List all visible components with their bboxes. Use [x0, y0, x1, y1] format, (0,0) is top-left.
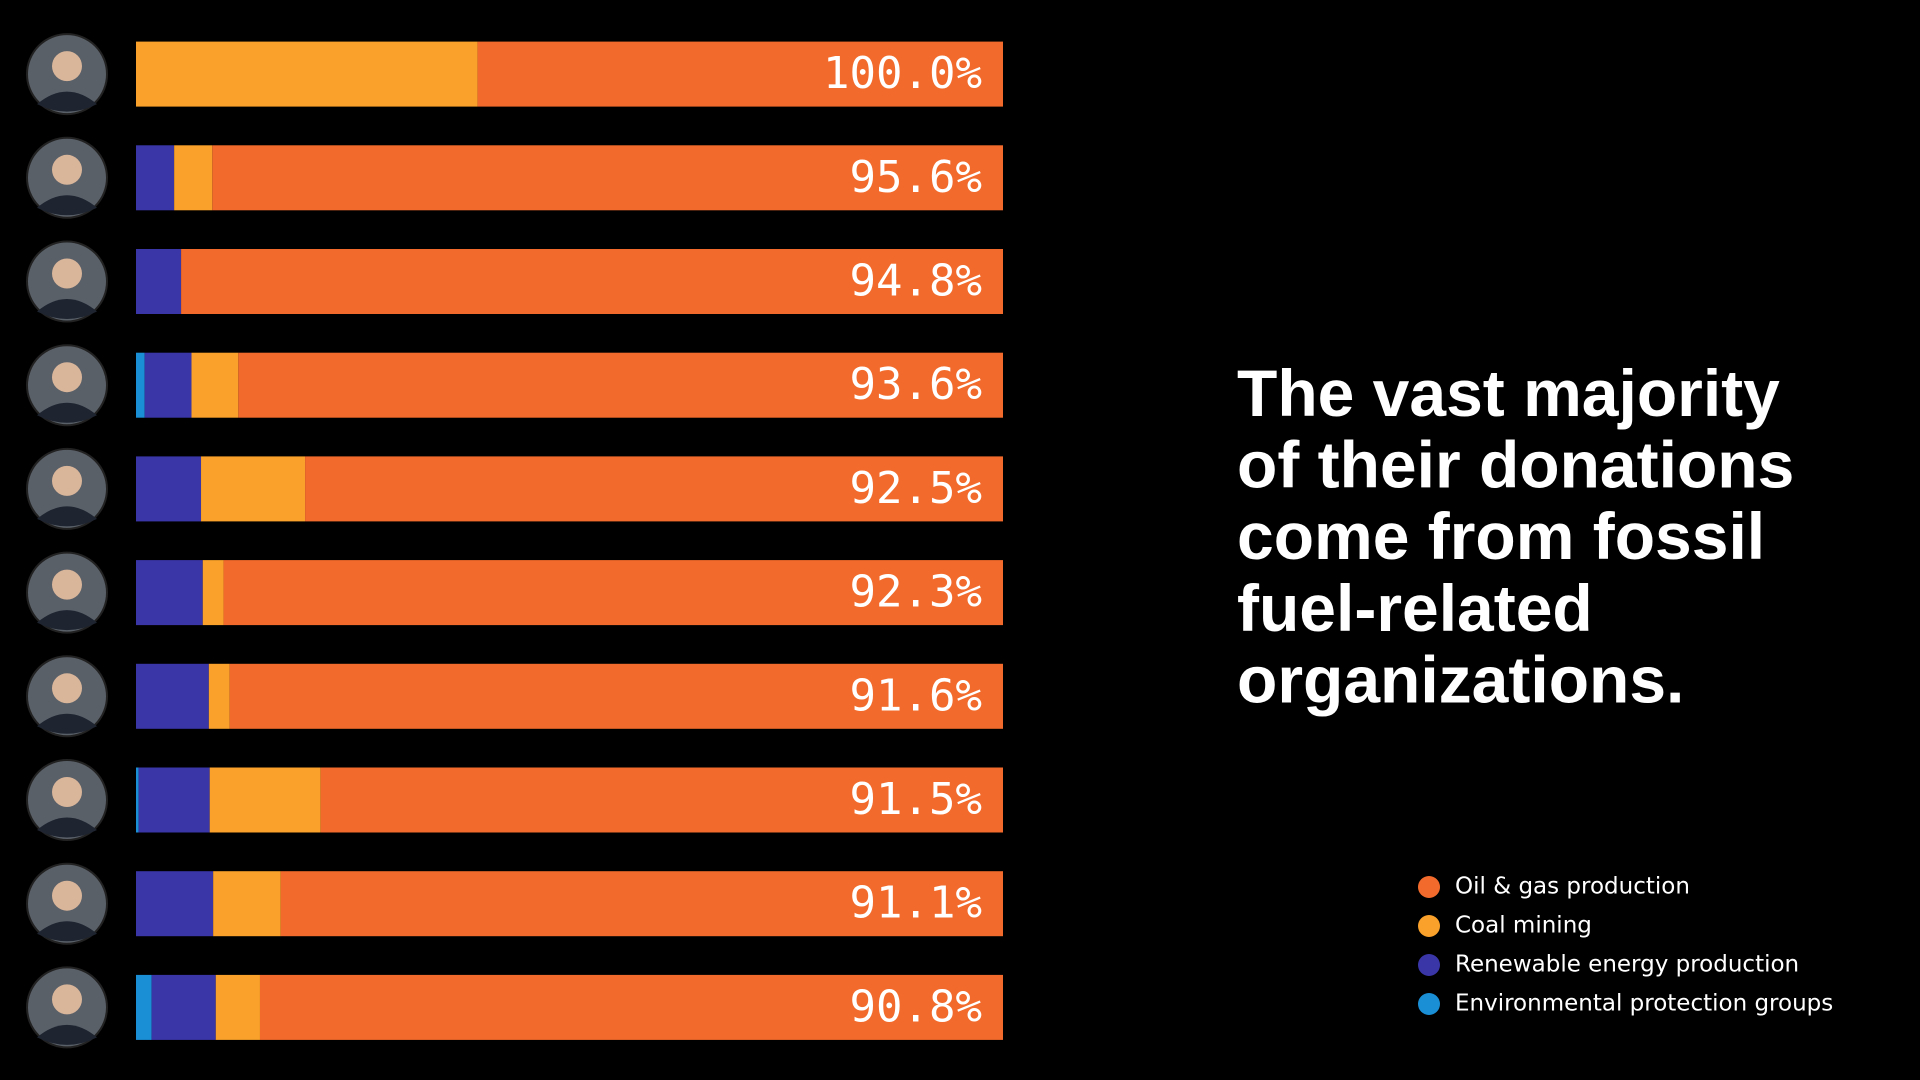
- portrait: [26, 759, 108, 841]
- bar-segment: [136, 663, 209, 729]
- portrait-head: [52, 465, 82, 496]
- bar-segment: [223, 560, 1003, 626]
- legend-dot: [1418, 993, 1440, 1015]
- portrait-body: [37, 402, 97, 423]
- legend-label: Oil & gas production: [1455, 874, 1690, 900]
- bar-segment: [229, 663, 1004, 729]
- portrait-head: [52, 569, 82, 600]
- bar-segment: [215, 974, 260, 1040]
- portrait-head: [52, 777, 82, 807]
- legend-dot: [1418, 915, 1440, 937]
- bar-segment: [238, 352, 1003, 418]
- portrait: [26, 447, 108, 530]
- bar-segment: [136, 871, 214, 937]
- portrait-head: [52, 51, 82, 82]
- legend-label: Renewable energy production: [1455, 952, 1799, 978]
- portrait-head: [52, 258, 82, 289]
- legend-dot: [1418, 876, 1440, 898]
- portrait: [26, 655, 108, 738]
- headline: come from fossil: [1237, 499, 1765, 573]
- legend-label: Environmental protection groups: [1455, 991, 1833, 1017]
- headline: of their donations: [1237, 428, 1794, 502]
- portrait-head: [52, 673, 82, 704]
- bar-segment: [477, 41, 1003, 107]
- bar-label: 92.3%: [850, 567, 982, 618]
- bar-segment: [209, 767, 321, 833]
- bar-segment: [213, 871, 281, 937]
- bar-segment: [320, 767, 1003, 833]
- portrait-body: [37, 610, 97, 631]
- portrait-body: [37, 713, 97, 734]
- portrait-body: [37, 1024, 97, 1045]
- portrait-body: [37, 91, 97, 112]
- portrait: [26, 966, 108, 1049]
- headline: The vast majority: [1237, 356, 1780, 430]
- bar-segment: [305, 456, 1003, 522]
- portrait: [26, 240, 108, 323]
- portrait-body: [37, 817, 97, 838]
- bar-label: 91.5%: [850, 774, 982, 825]
- bar-segment: [136, 249, 182, 314]
- bar-segment: [151, 974, 216, 1040]
- bar-label: 92.5%: [850, 463, 982, 514]
- bar-label: 94.8%: [850, 256, 982, 307]
- bar-segment: [136, 974, 152, 1040]
- bar-label: 95.6%: [850, 152, 982, 203]
- portrait-head: [52, 154, 82, 185]
- headline: organizations.: [1237, 642, 1684, 716]
- portrait: [26, 344, 108, 427]
- portrait-body: [37, 506, 97, 527]
- bar-segment: [212, 145, 1003, 211]
- bar-label: 100.0%: [823, 48, 982, 99]
- bar-segment: [136, 145, 175, 211]
- portrait-body: [37, 299, 97, 319]
- bar-segment: [181, 249, 1004, 314]
- portrait: [26, 862, 108, 945]
- bar-segment: [136, 767, 139, 833]
- bar-label: 91.6%: [850, 670, 982, 721]
- bar-label: 90.8%: [850, 981, 982, 1032]
- portrait: [26, 551, 108, 634]
- headline: fuel-related: [1237, 571, 1593, 645]
- bar-segment: [208, 663, 230, 729]
- legend-label: Coal mining: [1455, 913, 1592, 939]
- bar-segment: [136, 456, 202, 522]
- bar-label: 93.6%: [850, 359, 982, 410]
- portrait-head: [52, 984, 82, 1015]
- bar-segment: [201, 456, 306, 522]
- portrait-head: [52, 362, 82, 393]
- bar-segment: [136, 41, 478, 107]
- bar-segment: [138, 767, 210, 833]
- portrait-head: [52, 880, 82, 911]
- bar-segment: [144, 352, 192, 418]
- portrait: [26, 136, 108, 219]
- bar-segment: [259, 974, 1004, 1040]
- portrait: [26, 33, 108, 116]
- legend-dot: [1418, 954, 1440, 976]
- bar-segment: [174, 145, 213, 211]
- bar-segment: [136, 352, 145, 418]
- portrait-body: [37, 195, 97, 216]
- bar-segment: [202, 560, 224, 626]
- bar-label: 91.1%: [850, 878, 982, 929]
- bar-segment: [280, 871, 1003, 937]
- bar-segment: [191, 352, 239, 418]
- portrait-body: [37, 921, 97, 942]
- bar-segment: [136, 560, 203, 626]
